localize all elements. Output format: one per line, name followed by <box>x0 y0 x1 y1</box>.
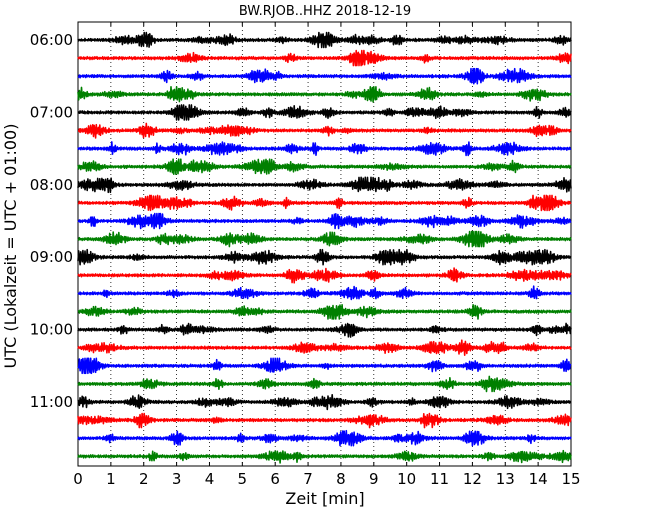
y-tick-label: 10:00 <box>30 321 73 339</box>
trace-line <box>77 230 572 248</box>
x-tick-label: 15 <box>561 470 580 488</box>
trace-line <box>77 31 572 49</box>
y-tick-label: 11:00 <box>30 393 73 411</box>
x-tick-label: 6 <box>270 470 280 488</box>
trace-line <box>77 285 572 301</box>
trace-line <box>77 394 572 411</box>
trace-line <box>77 322 572 338</box>
trace-line <box>77 176 572 194</box>
trace-line <box>77 86 572 103</box>
chart-title: BW.RJOB..HHZ 2018-12-19 <box>239 4 411 19</box>
trace-line <box>77 429 572 447</box>
trace-line <box>77 357 572 375</box>
y-tick-label: 09:00 <box>30 248 73 266</box>
trace-line <box>77 141 572 157</box>
trace-line <box>77 67 572 85</box>
x-tick-label: 10 <box>397 470 416 488</box>
trace-line <box>77 194 572 212</box>
y-axis-label: UTC (Lokalzeit = UTC + 01:00) <box>1 124 20 369</box>
trace-line <box>77 375 572 393</box>
trace-line <box>77 122 572 139</box>
y-axis: 06:00 07:00 08:00 09:00 10:00 11:00 <box>30 31 571 411</box>
trace-line <box>77 339 572 356</box>
x-tick-label: 4 <box>205 470 215 488</box>
x-tick-label: 11 <box>430 470 449 488</box>
trace-line <box>77 412 572 429</box>
trace-line <box>77 267 572 284</box>
y-tick-label: 08:00 <box>30 176 73 194</box>
x-tick-label: 1 <box>106 470 116 488</box>
y-tick-label: 06:00 <box>30 31 73 49</box>
x-axis-label: Zeit [min] <box>285 489 364 508</box>
x-axis: 0 1 2 3 4 5 6 7 8 9 10 11 12 13 14 15 <box>73 22 581 488</box>
trace-line <box>77 104 572 121</box>
x-tick-label: 5 <box>238 470 248 488</box>
x-tick-label: 7 <box>303 470 313 488</box>
trace-line <box>77 304 572 320</box>
x-tick-label: 13 <box>496 470 515 488</box>
y-tick-label: 07:00 <box>30 103 73 121</box>
trace-line <box>77 158 572 175</box>
x-tick-label: 0 <box>73 470 83 488</box>
x-tick-label: 9 <box>369 470 379 488</box>
trace-line <box>77 449 572 464</box>
x-tick-label: 8 <box>336 470 346 488</box>
traces-group <box>77 31 572 464</box>
x-tick-label: 12 <box>463 470 482 488</box>
trace-line <box>77 49 572 67</box>
plot-frame <box>77 21 572 467</box>
x-tick-label: 14 <box>529 470 548 488</box>
x-tick-label: 2 <box>139 470 149 488</box>
trace-line <box>77 212 572 230</box>
trace-line <box>77 248 572 266</box>
x-tick-label: 3 <box>172 470 182 488</box>
